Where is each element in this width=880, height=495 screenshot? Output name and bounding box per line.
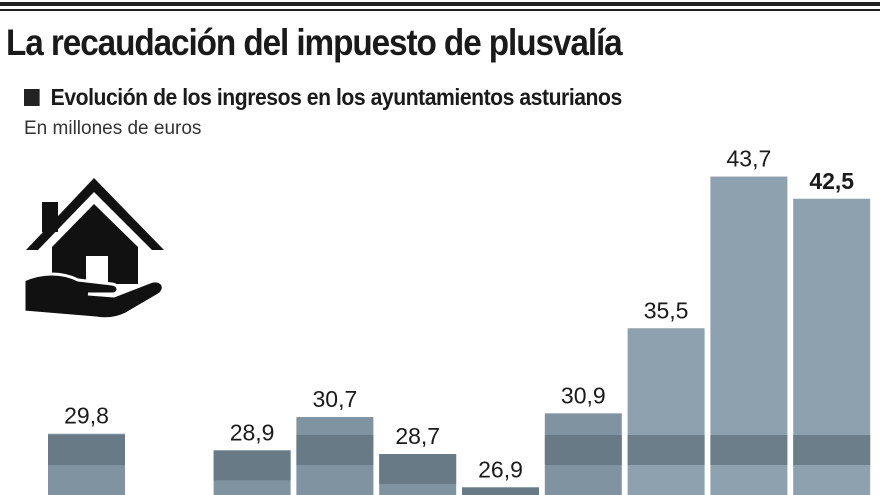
data-label: 30,7 bbox=[313, 386, 358, 412]
bar-group: 43,7 bbox=[710, 146, 788, 495]
data-label: 43,7 bbox=[727, 146, 772, 172]
chart-title: La recaudación del impuesto de plusvalía bbox=[6, 22, 623, 63]
data-label: 29,8 bbox=[64, 403, 109, 429]
bar-group: 30,7 bbox=[296, 386, 374, 495]
bar-shade bbox=[379, 454, 457, 485]
bar-shade bbox=[544, 435, 622, 465]
bar-group: 42,5 bbox=[793, 168, 871, 495]
data-label: 28,7 bbox=[395, 423, 440, 449]
bullet-square-icon bbox=[24, 89, 40, 106]
top-rule bbox=[0, 0, 880, 13]
bar-group: 29,8 bbox=[48, 403, 125, 495]
subtitle-text: Evolución de los ingresos en los ayuntam… bbox=[50, 84, 623, 110]
unit-label: En millones de euros bbox=[24, 118, 202, 139]
data-label: 30,9 bbox=[561, 382, 606, 408]
data-label: 35,5 bbox=[644, 297, 689, 323]
chart-subtitle: Evolución de los ingresos en los ayuntam… bbox=[24, 84, 622, 111]
bar-group: 30,9 bbox=[544, 382, 622, 495]
bar-shade bbox=[462, 487, 539, 495]
house-in-hand-icon bbox=[22, 178, 165, 321]
bar-group: 28,7 bbox=[379, 423, 457, 495]
bar-group: 35,5 bbox=[627, 297, 705, 495]
bar bbox=[627, 328, 705, 495]
bar-shade bbox=[296, 435, 374, 465]
data-label: 42,5 bbox=[809, 168, 854, 194]
data-label: 26,9 bbox=[478, 456, 523, 482]
bar-shade bbox=[213, 450, 291, 481]
data-label: 28,9 bbox=[230, 419, 275, 445]
bar-group: 28,9 bbox=[213, 419, 291, 495]
bar-group: 26,9 bbox=[462, 456, 539, 495]
bar-shade bbox=[793, 435, 871, 465]
bar-shade bbox=[710, 435, 788, 465]
bar-shade bbox=[627, 435, 705, 465]
bar-shade bbox=[48, 435, 125, 465]
